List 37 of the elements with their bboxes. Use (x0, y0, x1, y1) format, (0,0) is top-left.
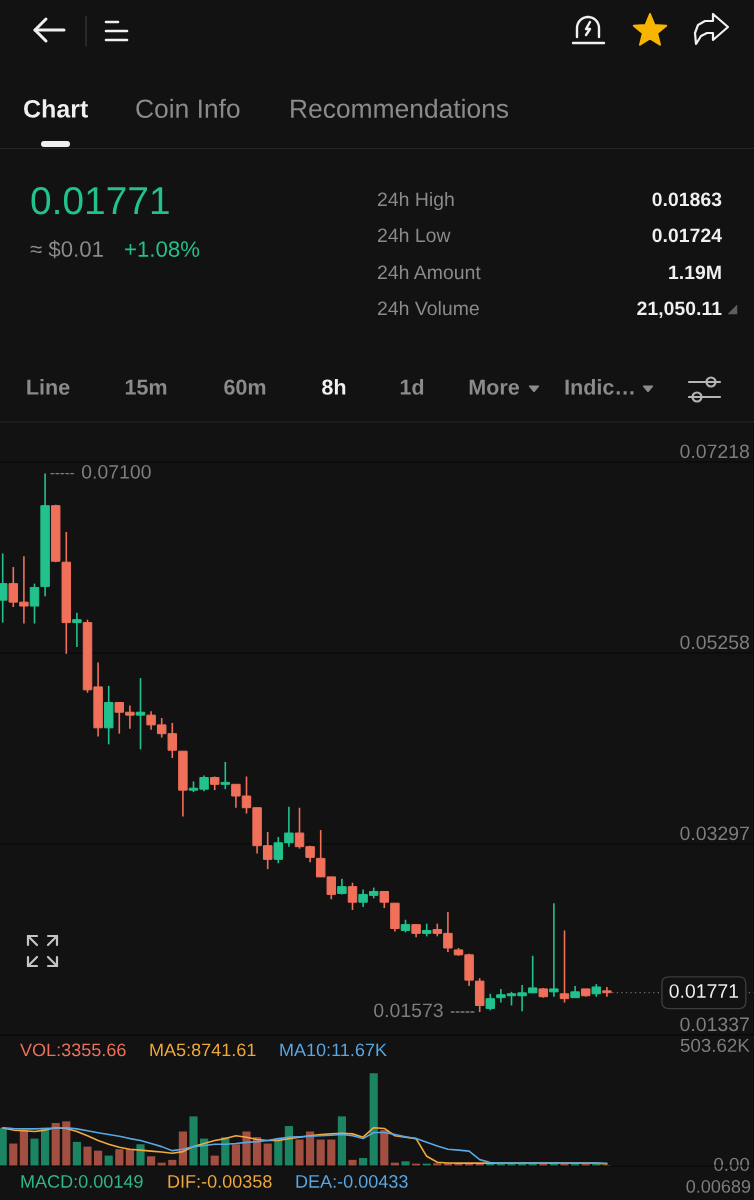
annotation: 0.01573 (374, 1003, 443, 1018)
text: Line (27, 378, 70, 395)
text: ≈ $0.01 (30, 240, 103, 259)
text: DEA:-0.00433 (296, 1175, 408, 1188)
y-tick-label: 0.07218 (680, 444, 749, 459)
y-tick-label: 0.03297 (680, 826, 749, 841)
text: DIF:-0.00358 (168, 1175, 272, 1188)
text: 24h Volume (377, 300, 479, 316)
text: 1.19M (669, 265, 721, 280)
y-tick-label: 0.00 (714, 1157, 750, 1172)
text: 0.00689 (686, 1180, 751, 1193)
text: 15m (125, 379, 167, 395)
y-tick-label: 0.05258 (680, 635, 749, 650)
ref-line-label: 0.01771 (669, 984, 739, 998)
text: Indic… (565, 378, 634, 395)
text: 0.01724 (652, 228, 722, 243)
text: Chart (24, 99, 88, 118)
text: 24h Amount (377, 264, 481, 280)
text: MA10:11.67K (280, 1043, 387, 1057)
text: Recommendations (291, 98, 509, 119)
text: 60m (224, 379, 266, 395)
y-tick-label: 0.01337 (680, 1017, 749, 1032)
text: MACD:0.00149 (21, 1175, 143, 1188)
text: 24h High (377, 191, 454, 211)
text: +1.08% (125, 241, 200, 257)
y-tick-label: 503.62K (680, 1038, 750, 1053)
text: 24h Low (377, 227, 451, 243)
text: More (469, 379, 519, 395)
text: 0.01863 (652, 192, 722, 207)
text: 1d (400, 378, 424, 395)
text: MA5:8741.61 (150, 1043, 256, 1057)
text: 21,050.11 (637, 301, 722, 319)
text: VOL:3355.66 (20, 1043, 126, 1057)
text: 8h (322, 378, 346, 395)
text: 0.01771 (31, 186, 169, 215)
text: Coin Info (136, 98, 240, 119)
annotation: 0.07100 (81, 464, 151, 479)
